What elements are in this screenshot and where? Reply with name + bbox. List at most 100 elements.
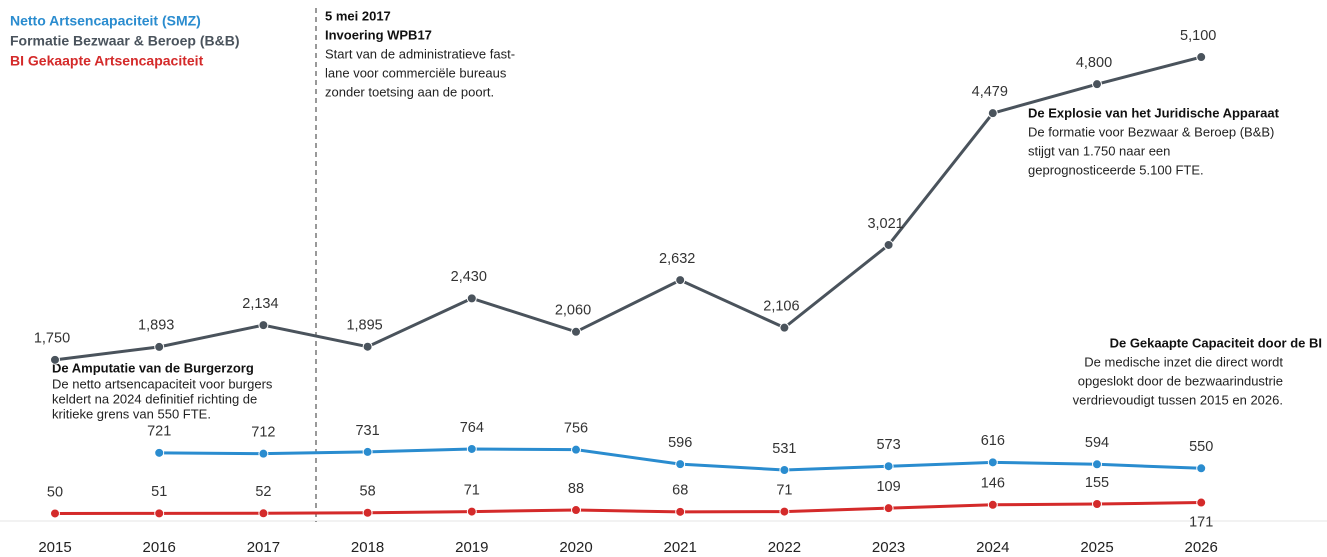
annotation-text: opgeslokt door de bezwaarindustrie <box>1078 373 1283 388</box>
data-point <box>779 322 790 333</box>
data-point <box>258 448 269 459</box>
data-point <box>154 447 165 458</box>
value-label: 50 <box>47 484 63 500</box>
x-tick-label: 2019 <box>455 539 488 556</box>
data-point <box>154 508 165 519</box>
data-point <box>362 507 373 518</box>
legend-entry: Formatie Bezwaar & Beroep (B&B) <box>10 33 240 49</box>
data-point <box>466 506 477 517</box>
data-point <box>987 457 998 468</box>
legend-entry: Netto Artsencapaciteit (SMZ) <box>10 13 201 29</box>
data-point <box>675 506 686 517</box>
x-tick-label: 2016 <box>143 539 176 556</box>
data-point <box>883 461 894 472</box>
x-tick-label: 2021 <box>664 539 697 556</box>
value-label: 171 <box>1189 514 1213 530</box>
annotation-text: Start van de administratieve fast- <box>325 46 515 61</box>
series-line <box>54 55 1202 362</box>
value-label: 155 <box>1085 475 1109 491</box>
data-point <box>466 293 477 304</box>
data-point <box>571 326 581 337</box>
data-point <box>50 508 60 519</box>
annotation-text: stijgt van 1.750 naar een <box>1028 143 1170 158</box>
value-label: 712 <box>251 424 275 440</box>
annotation-text: keldert na 2024 definitief richting de <box>52 391 257 406</box>
value-label: 721 <box>147 424 171 440</box>
value-label: 2,134 <box>242 296 278 312</box>
data-point <box>675 459 686 470</box>
value-label: 71 <box>464 482 480 498</box>
annotation-title: De Amputatie van de Burgerzorg <box>52 360 254 375</box>
annotation-title: 5 mei 2017 <box>325 8 391 23</box>
x-tick-label: 2024 <box>976 539 1009 556</box>
data-point <box>1196 52 1207 63</box>
data-point <box>883 503 894 514</box>
value-label: 68 <box>672 483 688 499</box>
annotation-subtitle: Invoering WPB17 <box>325 27 432 42</box>
data-point <box>50 354 60 365</box>
value-label: 764 <box>460 420 484 436</box>
x-tick-label: 2023 <box>872 539 905 556</box>
value-label: 731 <box>355 423 379 439</box>
value-label: 52 <box>255 484 271 500</box>
x-tick-label: 2020 <box>559 539 592 556</box>
value-label: 5,100 <box>1180 28 1216 44</box>
value-label: 4,800 <box>1076 55 1112 71</box>
value-label: 596 <box>668 435 692 451</box>
value-label: 2,430 <box>451 269 487 285</box>
value-label: 616 <box>981 433 1005 449</box>
data-point <box>987 108 998 119</box>
x-tick-label: 2017 <box>247 539 280 556</box>
annotation-text: De medische inzet die direct wordt <box>1084 354 1283 369</box>
data-point <box>1092 79 1102 90</box>
x-tick-label: 2025 <box>1080 539 1113 556</box>
data-point <box>362 446 373 457</box>
value-label: 2,106 <box>763 298 799 314</box>
legend-entry: BI Gekaapte Artsencapaciteit <box>10 53 204 69</box>
data-point <box>987 499 998 510</box>
value-label: 1,750 <box>34 331 70 347</box>
data-point <box>362 341 373 352</box>
annotation-text: lane voor commerciële bureaus <box>325 65 507 80</box>
annotation-text: verdrievoudigt tussen 2015 en 2026. <box>1073 392 1283 407</box>
data-point <box>1092 459 1102 470</box>
value-label: 109 <box>876 479 900 495</box>
annotation-title: De Explosie van het Juridische Apparaat <box>1028 105 1280 120</box>
data-point <box>154 341 165 352</box>
value-label: 756 <box>564 420 588 436</box>
value-label: 4,479 <box>972 84 1008 100</box>
data-point <box>1196 497 1207 508</box>
x-tick-label: 2026 <box>1185 539 1218 556</box>
value-label: 1,895 <box>346 318 382 334</box>
x-tick-label: 2018 <box>351 539 384 556</box>
value-label: 531 <box>772 441 796 457</box>
value-label: 71 <box>776 482 792 498</box>
value-label: 2,632 <box>659 251 695 267</box>
data-point <box>883 239 894 250</box>
x-tick-label: 2015 <box>38 539 71 556</box>
data-point <box>1196 463 1207 474</box>
data-point <box>779 465 790 476</box>
data-point <box>258 508 269 519</box>
annotation-title: De Gekaapte Capaciteit door de BI <box>1110 335 1322 350</box>
value-label: 51 <box>151 484 167 500</box>
value-label: 550 <box>1189 439 1213 455</box>
value-label: 573 <box>876 437 900 453</box>
series-line <box>54 501 1202 515</box>
value-label: 146 <box>981 476 1005 492</box>
x-tick-label: 2022 <box>768 539 801 556</box>
data-point <box>571 444 581 455</box>
data-point <box>779 506 790 517</box>
data-point <box>258 320 269 331</box>
value-label: 594 <box>1085 435 1109 451</box>
data-point <box>1092 498 1102 509</box>
data-point <box>466 443 477 454</box>
annotation-text: geprognosticeerde 5.100 FTE. <box>1028 162 1204 177</box>
annotation-text: zonder toetsing aan de poort. <box>325 84 494 99</box>
value-label: 2,060 <box>555 303 591 319</box>
value-label: 1,893 <box>138 318 174 334</box>
value-label: 58 <box>360 484 376 500</box>
data-point <box>675 275 686 286</box>
annotation-text: kritieke grens van 550 FTE. <box>52 406 211 421</box>
